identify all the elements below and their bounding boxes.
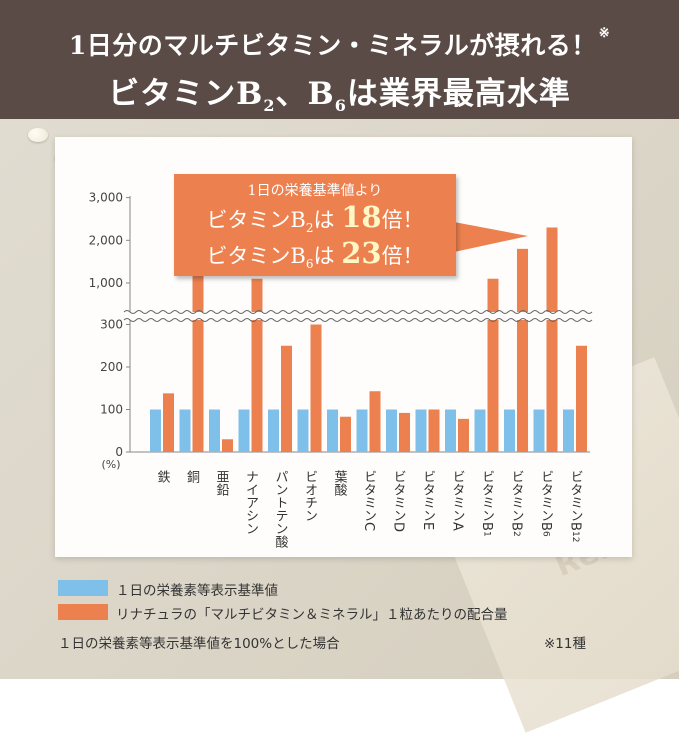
bar-standard	[415, 409, 427, 452]
x-category-label: 銅	[184, 470, 200, 483]
headline-line2: ビタミンB2、B6は業界最高水準	[108, 76, 571, 116]
x-category-subscript: 12	[570, 531, 580, 542]
bar-product	[222, 439, 233, 452]
bar-standard	[533, 409, 545, 452]
x-category-label: ビオチン	[302, 470, 317, 522]
bar-product	[458, 418, 469, 452]
legend-label-product: リナチュラの「マルチビタミン＆ミネラル」１粒あたりの配合量	[116, 607, 508, 623]
bar-product	[369, 391, 381, 452]
bar-standard	[563, 409, 574, 452]
x-category-label: パントテン酸	[273, 470, 289, 548]
x-category-label: ビタミンB 1	[479, 470, 494, 537]
bar-standard	[445, 409, 456, 452]
bar-product	[340, 416, 351, 452]
x-category-label: ビタミンB 2	[509, 470, 524, 537]
x-category-subscript: 2	[511, 531, 521, 537]
bar-standard	[268, 409, 279, 452]
bar-product	[281, 345, 292, 452]
count-note: ※11種	[544, 636, 586, 652]
x-category-label: ビタミンB 6	[538, 470, 553, 537]
bar-product	[576, 345, 587, 452]
y-tick-label: 1,000	[89, 276, 123, 290]
y-tick-label: 300	[100, 318, 123, 332]
bar-product	[251, 278, 263, 452]
callout-b6: ビタミンB6は 23倍！	[206, 236, 424, 272]
x-category-label: ビタミンC	[361, 470, 376, 531]
bar-standard	[504, 409, 515, 452]
bar-standard	[356, 409, 368, 452]
x-category-label: 葉酸	[332, 470, 348, 496]
bar-standard	[150, 409, 161, 452]
bar-standard	[474, 409, 486, 452]
callout-b2: ビタミンB2は 18倍！	[206, 200, 424, 236]
tablet-decoration	[28, 128, 48, 142]
x-category-label: 鉄	[155, 470, 171, 483]
headline-line1: 1日分のマルチビタミン・ミネラルが摂れる！ ※	[68, 26, 611, 60]
y-tick-label: 3,000	[89, 191, 123, 205]
callout-box: 1日の栄養基準値より ビタミンB2は 18倍！ ビタミンB6は 23倍！	[174, 174, 456, 276]
bar-product	[546, 227, 558, 452]
bar-standard	[297, 409, 309, 452]
legend-swatch-product	[58, 604, 108, 620]
bar-standard	[179, 409, 191, 452]
bar-standard	[327, 409, 338, 452]
bar-product	[192, 265, 204, 452]
bar-product	[428, 409, 440, 452]
bar-product	[163, 393, 174, 452]
bar-product	[310, 324, 322, 452]
header-banner: 1日分のマルチビタミン・ミネラルが摂れる！ ※ ビタミンB2、B6は業界最高水準	[0, 0, 679, 119]
bar-chart: 0 100 200 300 1,000 2,000 3,000 (%) 鉄銅 亜鉛 ナイアシン パント…	[89, 191, 593, 548]
callout-line1: 1日の栄養基準値より	[247, 183, 383, 199]
legend-swatch-standard	[58, 580, 108, 596]
bar-product	[399, 412, 410, 452]
x-category-label: ビタミンD	[391, 470, 406, 532]
bar-standard	[238, 409, 250, 452]
bar-product	[517, 248, 528, 452]
x-category-label: ナイアシン	[243, 470, 258, 535]
y-tick-label: 200	[100, 360, 123, 374]
legend-label-standard: １日の栄養素等表示基準値	[116, 583, 278, 599]
x-category-label: ビタミンE	[420, 470, 435, 530]
bar-standard	[386, 409, 397, 452]
y-tick-label: 0	[115, 445, 123, 459]
bar-product	[487, 278, 499, 452]
y-tick-label: 2,000	[89, 233, 123, 247]
y-unit-label: (%)	[101, 458, 120, 471]
axis-break-band	[124, 312, 590, 320]
bar-standard	[209, 409, 220, 452]
x-category-label: 亜鉛	[214, 470, 230, 496]
x-category-label: ビタミンB 12	[568, 470, 583, 542]
axis-break-line	[123, 318, 593, 322]
callout-pointer	[454, 222, 528, 252]
x-category-subscript: 1	[482, 531, 492, 537]
x-category-label: ビタミンA	[450, 470, 465, 531]
x-category-subscript: 6	[541, 531, 551, 537]
axis-break-line	[123, 310, 593, 314]
y-tick-label: 100	[100, 403, 123, 417]
footnote: １日の栄養素等表示基準値を100%とした場合	[58, 636, 340, 652]
